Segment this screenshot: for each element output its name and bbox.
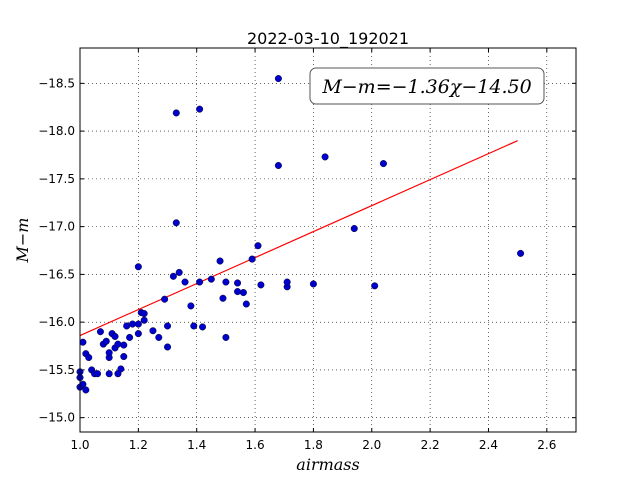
data-point: [172, 109, 180, 117]
y-tick-label: −17.5: [38, 172, 75, 186]
data-point: [196, 278, 204, 286]
data-point: [126, 333, 134, 341]
data-point: [105, 349, 113, 357]
data-point: [129, 320, 137, 328]
fit-line: [79, 140, 518, 337]
data-point: [172, 219, 180, 227]
data-point: [155, 333, 163, 341]
data-point: [187, 302, 195, 310]
data-point: [161, 295, 169, 303]
data-point: [257, 281, 265, 289]
data-point: [219, 294, 227, 302]
y-axis-label: M−m: [13, 218, 32, 264]
data-point: [85, 353, 93, 361]
data-point: [114, 340, 122, 348]
grid-lines: [79, 48, 576, 432]
data-point: [274, 161, 282, 169]
data-point: [321, 153, 329, 161]
data-point: [283, 278, 291, 286]
x-tick-label: 1.6: [246, 438, 265, 452]
data-point: [134, 320, 142, 328]
data-point: [234, 279, 242, 287]
y-tick-label: −18.5: [38, 76, 75, 90]
data-point: [175, 268, 183, 276]
x-tick-label: 2.2: [421, 438, 440, 452]
data-point: [234, 288, 242, 296]
y-tick-label: −17.0: [38, 220, 75, 234]
data-point: [149, 327, 157, 335]
x-tick-label: 2.4: [479, 438, 498, 452]
data-point: [111, 332, 119, 340]
data-point: [123, 322, 131, 330]
data-point: [96, 328, 104, 336]
data-point: [350, 225, 358, 233]
data-point: [79, 338, 87, 346]
data-point: [164, 322, 172, 330]
data-point: [134, 330, 142, 338]
plot-frame: [79, 47, 577, 433]
data-point: [379, 160, 387, 168]
data-point: [105, 370, 113, 378]
fit-equation: M−m=−1.36χ−14.50: [321, 76, 531, 98]
x-tick-label: 1.2: [129, 438, 148, 452]
data-point: [102, 337, 110, 345]
x-tick-label: 2.6: [537, 438, 556, 452]
data-point: [94, 370, 102, 378]
data-point: [371, 282, 379, 290]
x-tick-label: 1.4: [187, 438, 206, 452]
y-axis: −15.0 −15.5 −16.0 −16.5 −17.0 −17.5 −18.0 −18.5: [38, 76, 576, 425]
chart-title: 2022-03-10_192021: [247, 29, 409, 49]
data-point: [140, 316, 148, 324]
data-point: [169, 272, 177, 280]
fit-equation-box: M−m=−1.36χ−14.50: [309, 67, 545, 105]
data-point: [120, 353, 128, 361]
data-point: [239, 289, 247, 297]
data-point: [196, 105, 204, 113]
data-point: [199, 323, 207, 331]
x-tick-label: 2.0: [362, 438, 381, 452]
data-point: [254, 242, 262, 250]
x-tick-label: 1.8: [304, 438, 323, 452]
data-point: [181, 278, 189, 286]
data-point: [222, 333, 230, 341]
y-tick-label: −16.5: [38, 267, 75, 281]
data-point: [274, 75, 282, 83]
data-point: [242, 300, 250, 308]
data-point: [309, 280, 317, 288]
y-tick-label: −15.0: [38, 411, 75, 425]
y-tick-label: −18.0: [38, 124, 75, 138]
y-tick-label: −16.0: [38, 315, 75, 329]
data-point: [517, 249, 525, 257]
data-point: [222, 278, 230, 286]
data-point: [164, 343, 172, 351]
y-tick-label: −15.5: [38, 363, 75, 377]
data-point: [190, 322, 198, 330]
x-axis-label: airmass: [296, 455, 359, 474]
data-point: [134, 263, 142, 271]
data-points: [76, 75, 525, 394]
data-point: [117, 365, 125, 373]
data-point: [120, 341, 128, 349]
data-point: [207, 275, 215, 283]
x-tick-label: 1.0: [70, 438, 89, 452]
data-point: [248, 255, 256, 263]
data-point: [216, 257, 224, 265]
data-point: [82, 386, 90, 394]
data-point: [140, 310, 148, 318]
